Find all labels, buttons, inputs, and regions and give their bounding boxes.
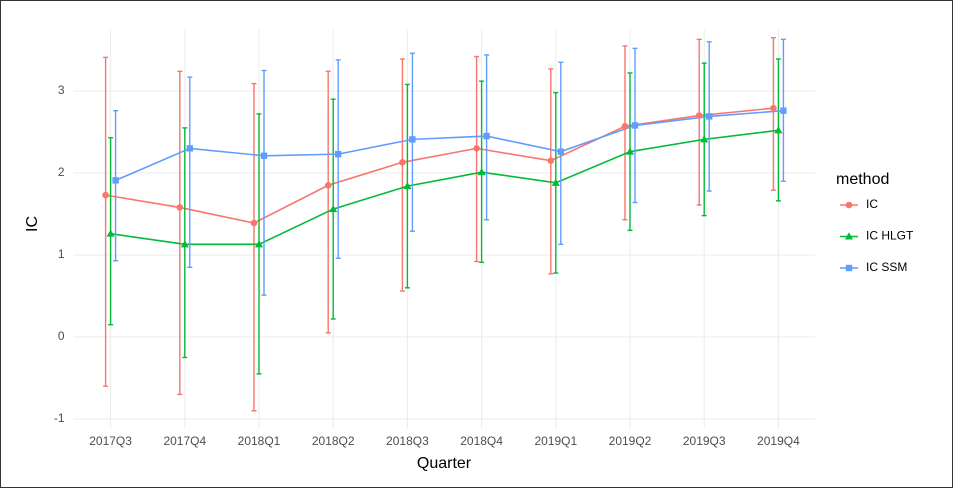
- point: [102, 191, 109, 199]
- point: [260, 152, 268, 159]
- point: [477, 167, 486, 176]
- point: [106, 229, 115, 237]
- x-tick-label: 2018Q4: [460, 434, 503, 448]
- y-tick-label: 0: [58, 329, 65, 343]
- y-tick-label: 1: [58, 247, 65, 261]
- point: [547, 157, 555, 164]
- x-tick-label: 2018Q3: [386, 434, 429, 448]
- point: [780, 107, 787, 114]
- legend-symbol: [845, 201, 853, 209]
- point: [626, 147, 634, 155]
- error-bar: [325, 70, 331, 334]
- series-line: [110, 129, 779, 246]
- y-tick-label: 3: [58, 83, 65, 97]
- point: [700, 135, 709, 143]
- error-bar: [177, 70, 183, 396]
- point: [483, 132, 490, 140]
- x-tick-label: 2017Q4: [163, 434, 206, 448]
- legend-label: IC SSM: [866, 260, 907, 274]
- error-bar: [103, 56, 109, 387]
- error-bar: [251, 82, 257, 412]
- x-tick-label: 2019Q2: [609, 434, 652, 448]
- point: [255, 240, 263, 248]
- legend-symbol: [845, 264, 853, 272]
- y-tick-label: -1: [54, 411, 65, 425]
- point: [176, 204, 184, 211]
- x-tick-label: 2019Q3: [683, 434, 726, 448]
- point: [409, 136, 416, 143]
- error-bar: [696, 38, 702, 206]
- point: [770, 104, 777, 112]
- point: [631, 122, 639, 129]
- point: [186, 145, 193, 152]
- point: [180, 240, 189, 248]
- legend-label: IC HLGT: [866, 229, 914, 243]
- error-bar: [622, 45, 628, 221]
- y-axis-title: IC: [24, 216, 41, 232]
- legend-label: IC: [866, 197, 878, 211]
- x-tick-label: 2018Q2: [312, 434, 355, 448]
- error-bar: [187, 76, 193, 268]
- point: [695, 112, 703, 119]
- point: [403, 181, 412, 190]
- point: [250, 219, 258, 227]
- series-line: [115, 109, 784, 182]
- point: [706, 113, 713, 120]
- error-bar: [399, 58, 405, 292]
- error-bar: [335, 59, 341, 259]
- error-bar: [474, 55, 480, 263]
- point: [324, 181, 332, 189]
- point: [473, 145, 480, 152]
- legend-symbol: [845, 232, 853, 240]
- point: [335, 150, 342, 158]
- error-bar: [113, 109, 119, 262]
- error-bar: [548, 68, 554, 275]
- point: [557, 148, 564, 155]
- point: [399, 159, 406, 166]
- point: [774, 126, 783, 134]
- y-tick-label: 2: [58, 165, 65, 179]
- error-bar: [770, 36, 776, 191]
- x-tick-label: 2018Q1: [238, 434, 281, 448]
- x-tick-label: 2019Q4: [757, 434, 800, 448]
- x-tick-label: 2017Q3: [89, 434, 132, 448]
- point: [621, 122, 629, 130]
- series-line: [105, 107, 774, 224]
- point: [551, 178, 560, 186]
- legend-title: method: [836, 171, 889, 188]
- error-bar: [261, 69, 267, 296]
- point: [329, 204, 338, 213]
- point: [112, 177, 119, 184]
- x-tick-label: 2019Q1: [534, 434, 577, 448]
- x-axis-title: Quarter: [417, 455, 472, 472]
